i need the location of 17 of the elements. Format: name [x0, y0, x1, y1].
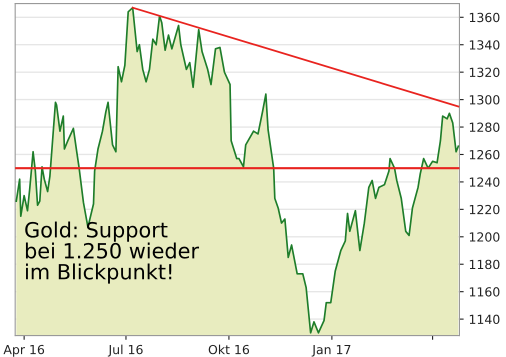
- x-tick-label: Jul 16: [108, 344, 143, 357]
- x-tick-label: Jan 17: [312, 344, 350, 357]
- x-tick-label: Okt 16: [208, 344, 250, 354]
- y-tick-label: 1340: [470, 40, 500, 50]
- y-tick-label: 1360: [470, 12, 500, 22]
- y-tick-label: 1160: [470, 287, 500, 297]
- y-tick-label: 1280: [470, 122, 500, 132]
- y-tick-label: 1140: [470, 314, 500, 324]
- annotation: Gold: Support bei 1.250 wieder im Blickpunkt!: [25, 222, 200, 284]
- x-tick-label: Apr 16: [3, 344, 44, 357]
- y-tick-label: 1180: [470, 260, 500, 270]
- y-tick-label: 1200: [470, 232, 500, 242]
- y-tick-label: 1320: [470, 68, 500, 78]
- y-tick-label: 1220: [470, 204, 500, 214]
- y-tick-label: 1300: [470, 95, 500, 105]
- y-tick-label: 1260: [470, 150, 500, 160]
- y-tick-label: 1240: [470, 177, 500, 187]
